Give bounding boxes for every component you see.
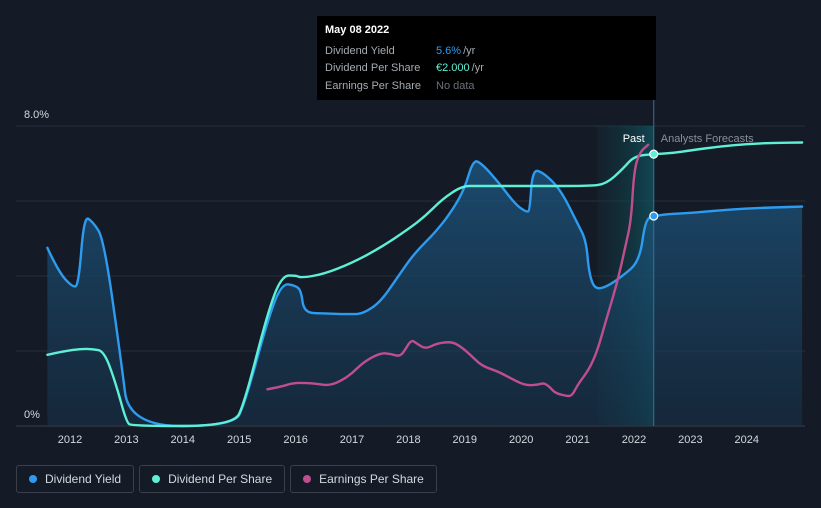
tooltip-value: 5.6%: [436, 44, 462, 57]
x-tick-label: 2012: [58, 434, 82, 446]
hover-tooltip: May 08 2022 Dividend Yield 5.6% /yr Divi…: [317, 16, 656, 100]
legend-dividend-yield[interactable]: Dividend Yield: [16, 465, 135, 493]
legend-dot-icon: [29, 475, 37, 483]
tooltip-unit: /yr: [463, 44, 476, 57]
legend-label: Dividend Per Share: [168, 472, 273, 486]
hover-marker-0: [649, 211, 659, 221]
x-tick-label: 2023: [678, 434, 702, 446]
legend-dividend-per-share[interactable]: Dividend Per Share: [139, 465, 286, 493]
hover-marker-1: [649, 149, 659, 159]
forecast-label: Analysts Forecasts: [661, 133, 754, 145]
legend-dot-icon: [152, 475, 161, 483]
x-tick-label: 2013: [114, 434, 138, 446]
x-tick-label: 2020: [509, 434, 533, 446]
legend-label: Earnings Per Share: [319, 472, 424, 486]
tooltip-value: €2.000: [436, 62, 470, 75]
x-tick-label: 2022: [622, 434, 646, 446]
area-fills: [47, 161, 803, 426]
series-line-dividend-yield: [46, 160, 804, 428]
tooltip-label: Dividend Yield: [325, 44, 395, 57]
chart-legend: Dividend Yield Dividend Per Share Earnin…: [16, 465, 437, 493]
x-axis-ticks: 2012 2013 2014 2015 2016 2017 2018 2019 2020 2021…: [58, 434, 759, 446]
tooltip-row-dividend-yield: Dividend Yield 5.6% /yr: [325, 42, 648, 60]
dividend-chart: Past Analysts Forecasts 8.0% 0% 2012 2013…: [16, 100, 805, 446]
x-tick-label: 2015: [227, 434, 251, 446]
series-area-0: [47, 161, 803, 426]
tooltip-label: Earnings Per Share: [325, 79, 421, 92]
y-axis-top-label: 8.0%: [24, 109, 49, 121]
hover-markers: [649, 149, 659, 221]
x-tick-label: 2021: [565, 434, 589, 446]
tooltip-unit: /yr: [471, 62, 484, 75]
x-tick-label: 2017: [340, 434, 364, 446]
tooltip-row-dividend-per-share: Dividend Per Share €2.000 /yr: [325, 60, 648, 78]
tooltip-row-earnings-per-share: Earnings Per Share No data: [325, 77, 648, 95]
x-tick-label: 2024: [735, 434, 759, 446]
legend-earnings-per-share[interactable]: Earnings Per Share: [290, 465, 437, 493]
tooltip-value: No data: [436, 79, 475, 92]
x-tick-label: 2016: [283, 434, 307, 446]
past-label: Past: [623, 133, 645, 145]
legend-dot-icon: [303, 475, 312, 483]
tooltip-date: May 08 2022: [325, 24, 390, 36]
series-line-earnings-per-share: [266, 143, 650, 398]
legend-label: Dividend Yield: [45, 472, 122, 486]
x-tick-label: 2019: [453, 434, 477, 446]
y-axis-bottom-label: 0%: [24, 409, 40, 421]
x-tick-label: 2018: [396, 434, 420, 446]
x-tick-label: 2014: [171, 434, 195, 446]
tooltip-label: Dividend Per Share: [325, 62, 421, 75]
